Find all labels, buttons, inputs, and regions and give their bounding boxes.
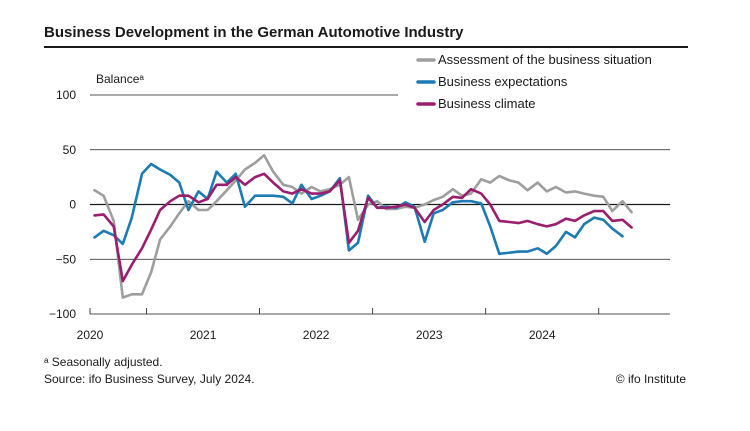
- x-tick-label: 2022: [303, 328, 330, 342]
- axes: 100 50 0 −50 −100 Balanceᵃ 2020 2021 2022 2023 202…: [49, 72, 600, 342]
- x-tick-label: 2021: [190, 328, 217, 342]
- y-axis-label: Balanceᵃ: [96, 72, 144, 86]
- x-tick-label: 2023: [416, 328, 443, 342]
- y-tick-label: 0: [69, 198, 76, 212]
- series-line-1: [93, 162, 624, 256]
- footnote: ᵃ Seasonally adjusted.: [44, 355, 163, 369]
- y-tick-label: −50: [56, 252, 77, 266]
- y-tick-label: 100: [56, 88, 76, 102]
- series-line-2: [93, 172, 633, 283]
- y-tick-label: −100: [49, 307, 76, 321]
- legend-label-0: Assessment of the business situation: [438, 52, 652, 67]
- y-tick-label: 50: [63, 143, 77, 157]
- title-rule: [44, 46, 688, 48]
- source-note: Source: ifo Business Survey, July 2024.: [44, 372, 255, 386]
- x-tick-label: 2020: [77, 328, 104, 342]
- legend-label-2: Business climate: [438, 96, 536, 111]
- chart-title: Business Development in the German Autom…: [44, 24, 464, 41]
- series-lines: [93, 153, 633, 299]
- legend: Assessment of the business situation Busi…: [416, 52, 652, 111]
- x-tick-label: 2024: [529, 328, 556, 342]
- legend-label-1: Business expectations: [438, 74, 568, 89]
- credit: © ifo Institute: [615, 372, 686, 386]
